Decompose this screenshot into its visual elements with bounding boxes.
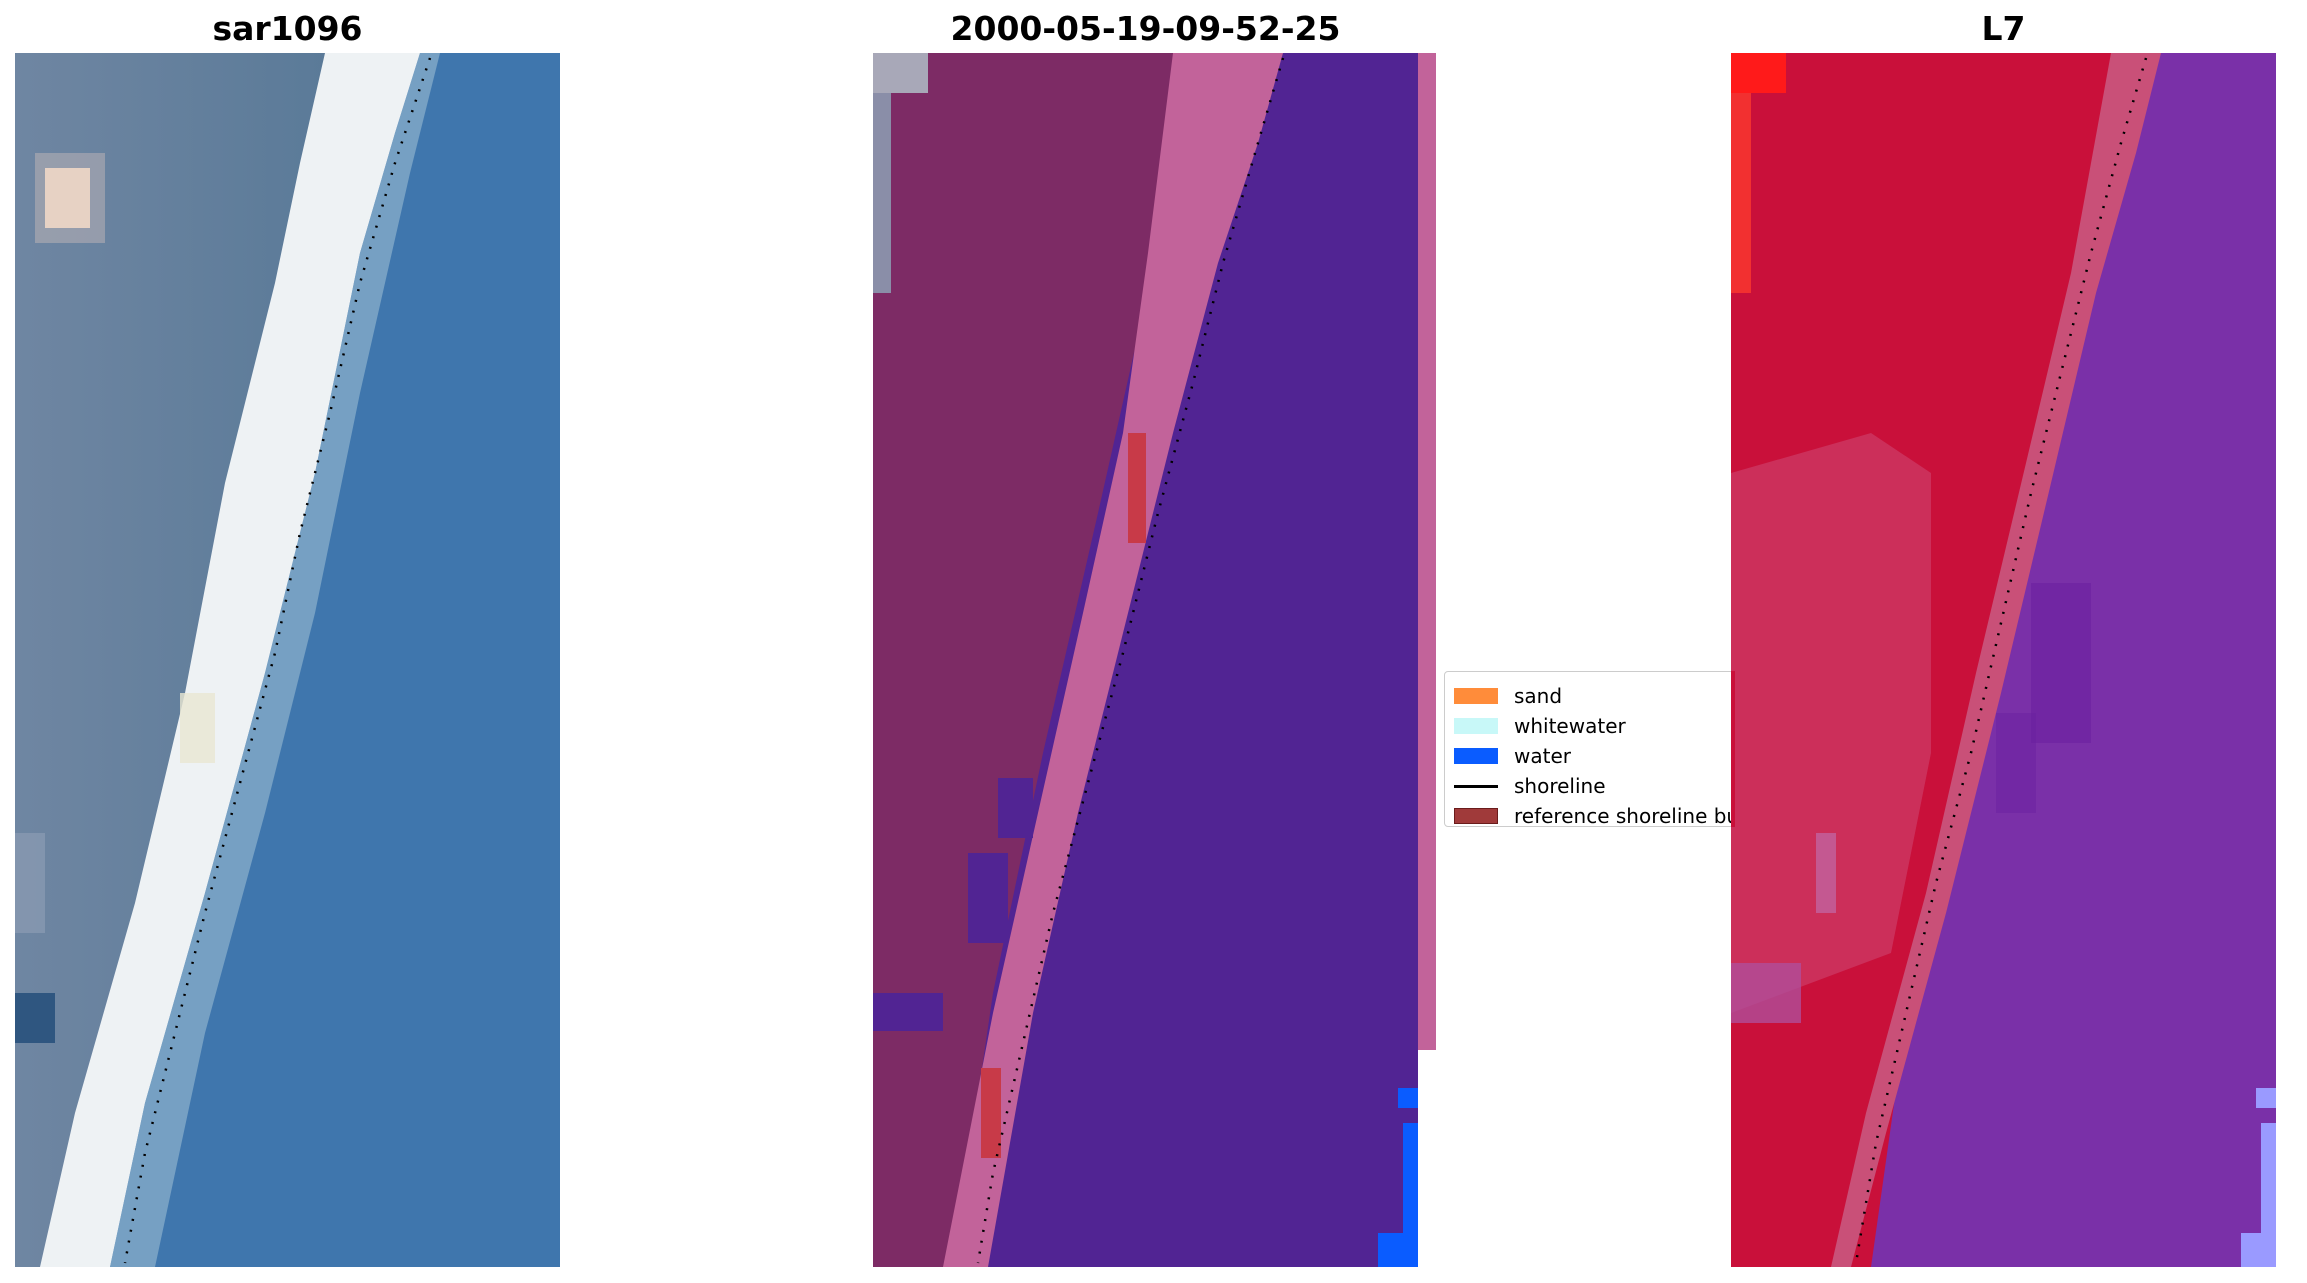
reference-buffer-swatch-icon bbox=[1454, 808, 1498, 824]
classified-image-panel bbox=[873, 53, 1418, 1267]
legend-item-shoreline: shoreline bbox=[1454, 771, 1606, 801]
panel-title-right: L7 bbox=[1981, 9, 2026, 48]
rgb-image-panel bbox=[15, 53, 560, 1267]
legend-label: water bbox=[1514, 744, 1571, 768]
legend-label: shoreline bbox=[1514, 774, 1606, 798]
legend-item-whitewater: whitewater bbox=[1454, 711, 1626, 741]
legend-item-water: water bbox=[1454, 741, 1571, 771]
shoreline-line-icon bbox=[1454, 784, 1498, 788]
legend-item-reference-buffer: reference shoreline buffer bbox=[1454, 801, 1733, 827]
shoreline-center bbox=[976, 57, 1285, 1264]
false-color-image bbox=[1731, 53, 2276, 1267]
legend-label: sand bbox=[1514, 684, 1563, 708]
legend: sand whitewater water shoreline referenc… bbox=[1444, 671, 1734, 827]
false-color-image-panel bbox=[1731, 53, 2276, 1267]
panel-title-center: 2000-05-19-09-52-25 bbox=[950, 9, 1341, 48]
panel-title-left: sar1096 bbox=[212, 9, 363, 48]
classified-image bbox=[873, 53, 1418, 1267]
shoreline-right bbox=[1854, 57, 2148, 1264]
sand-swatch-icon bbox=[1454, 688, 1498, 704]
legend-clip-mask bbox=[1731, 671, 1735, 827]
rgb-image bbox=[15, 53, 560, 1267]
water-swatch-icon bbox=[1454, 748, 1498, 764]
whitewater-swatch-icon bbox=[1454, 718, 1498, 734]
classified-image-edge-strip bbox=[1418, 53, 1436, 1050]
legend-label: reference shoreline buffer bbox=[1514, 804, 1733, 827]
legend-item-sand: sand bbox=[1454, 681, 1562, 711]
legend-label: whitewater bbox=[1514, 714, 1626, 738]
